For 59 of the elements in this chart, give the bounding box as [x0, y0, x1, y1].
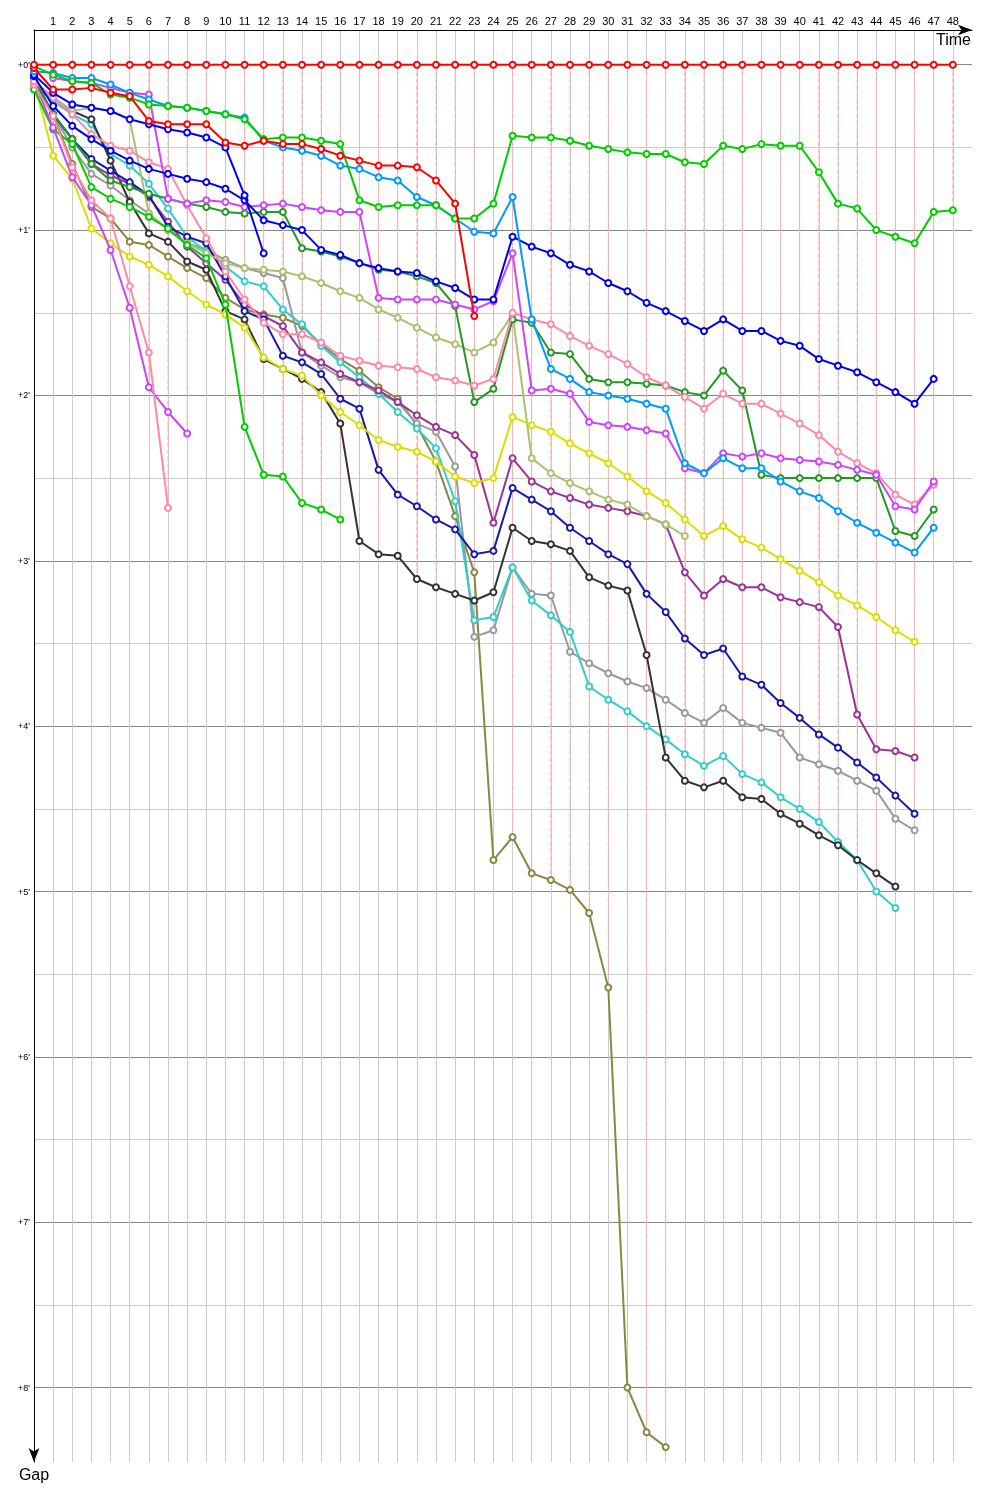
- y-tick-label: +0': [18, 59, 31, 70]
- x-tick-label: 29: [583, 14, 596, 27]
- x-tick-label: 3: [88, 14, 95, 27]
- x-tick-label: 13: [276, 14, 289, 27]
- x-tick-label: 36: [717, 14, 730, 27]
- x-tick-label: 32: [640, 14, 653, 27]
- x-tick-label: 5: [126, 14, 133, 27]
- x-tick-label: 27: [544, 14, 557, 27]
- y-tick-label: +3': [18, 555, 31, 566]
- x-tick-label: 7: [164, 14, 172, 27]
- x-tick-label: 44: [870, 14, 883, 27]
- x-tick-label: 1: [50, 14, 57, 27]
- x-tick-label: 8: [184, 14, 191, 27]
- y-tick-label: +8': [18, 1382, 31, 1393]
- y-tick-label: +2': [18, 390, 31, 401]
- x-tick-label: 6: [145, 14, 152, 27]
- x-tick-label: 4: [107, 14, 114, 27]
- x-tick-label: 39: [774, 14, 787, 27]
- x-tick-label: 15: [315, 14, 328, 27]
- x-axis-title: Time: [936, 30, 972, 48]
- x-tick-label: 46: [908, 14, 921, 27]
- x-tick-label: 17: [353, 14, 366, 27]
- x-tick-label: 35: [697, 14, 711, 27]
- x-tick-label: 22: [449, 14, 462, 27]
- x-tick-label: 19: [391, 14, 404, 27]
- x-tick-label: 25: [506, 14, 519, 27]
- y-tick-label: +1': [18, 225, 31, 236]
- x-tick-label: 10: [219, 14, 232, 27]
- x-tick-label: 28: [563, 14, 577, 27]
- x-tick-label: 48: [946, 14, 959, 27]
- y-axis-title: Gap: [18, 1465, 50, 1483]
- x-tick-label: 45: [889, 14, 902, 27]
- x-tick-label: 30: [602, 14, 615, 27]
- x-tick-label: 9: [203, 14, 210, 27]
- x-tick-label: 40: [793, 14, 806, 27]
- x-tick-label: 47: [927, 14, 940, 27]
- x-tick-label: 18: [372, 14, 385, 27]
- x-tick-label: 14: [295, 14, 309, 27]
- x-tick-label: 11: [238, 14, 251, 27]
- x-tick-label: 20: [410, 14, 423, 27]
- y-tick-label: +4': [18, 721, 31, 732]
- y-tick-label: +6': [18, 1051, 31, 1062]
- y-tick-label: +7': [18, 1217, 31, 1228]
- x-tick-label: 34: [678, 14, 691, 27]
- x-tick-label: 43: [851, 14, 864, 27]
- x-tick-label: 24: [487, 14, 500, 27]
- y-tick-label: +5': [18, 886, 31, 897]
- x-tick-label: 2: [69, 14, 76, 27]
- x-tick-label: 42: [831, 14, 845, 27]
- x-tick-label: 23: [468, 14, 481, 27]
- x-tick-label: 26: [525, 14, 538, 27]
- x-tick-label: 38: [755, 14, 768, 27]
- x-tick-label: 37: [736, 14, 749, 27]
- x-tick-label: 16: [334, 14, 347, 27]
- x-tick-label: 31: [621, 14, 634, 27]
- x-tick-label: 12: [257, 14, 270, 27]
- x-tick-label: 41: [812, 14, 825, 27]
- x-tick-label: 21: [429, 14, 443, 27]
- x-tick-label: 33: [659, 14, 672, 27]
